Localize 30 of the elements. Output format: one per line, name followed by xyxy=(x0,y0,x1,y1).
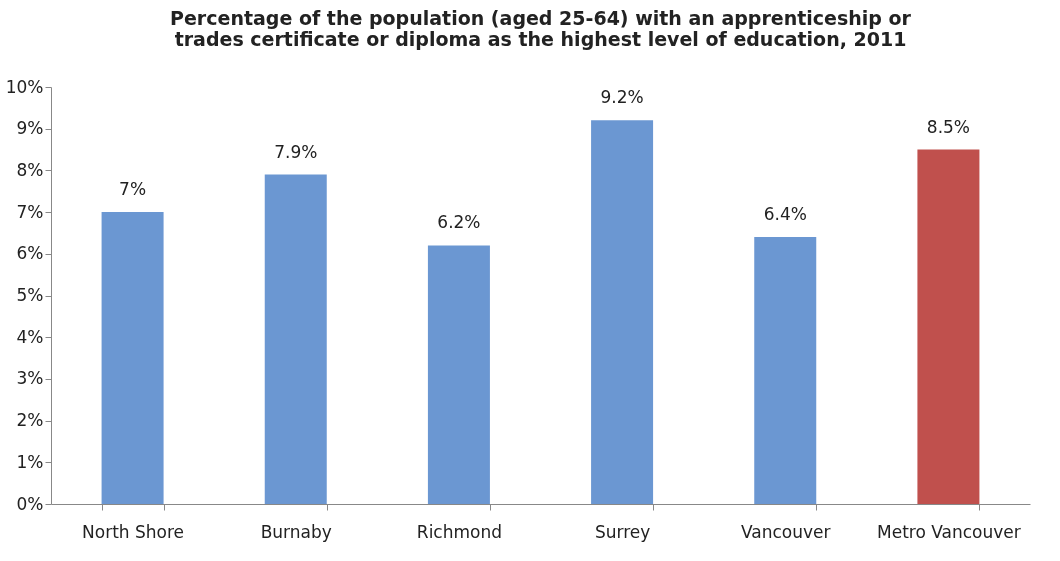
bar xyxy=(427,245,490,504)
data-label: 8.5% xyxy=(926,116,971,137)
data-label: 7.9% xyxy=(274,141,318,162)
x-tick-label: North Shore xyxy=(82,521,185,542)
bar xyxy=(917,149,980,504)
y-tick-label: 6% xyxy=(16,243,44,264)
bar xyxy=(591,120,654,504)
x-tick-label: Surrey xyxy=(594,521,651,542)
x-tick-label: Burnaby xyxy=(260,521,332,542)
bar xyxy=(264,174,327,504)
y-tick-label: 10% xyxy=(5,76,44,97)
y-tick-label: 0% xyxy=(16,493,44,514)
bar xyxy=(754,237,817,504)
y-tick-label: 9% xyxy=(16,118,44,139)
y-tick-label: 7% xyxy=(16,201,44,222)
data-label: 6.4% xyxy=(763,204,807,225)
x-tick-label: Metro Vancouver xyxy=(877,521,1021,542)
y-tick-label: 4% xyxy=(16,326,44,347)
y-tick-label: 3% xyxy=(16,368,44,389)
x-tick-label: Richmond xyxy=(416,521,503,542)
y-tick-label: 8% xyxy=(16,159,44,180)
x-tick-label: Vancouver xyxy=(740,521,831,542)
y-tick-label: 1% xyxy=(16,451,44,472)
data-label: 6.2% xyxy=(437,212,481,233)
chart-title: Percentage of the population (aged 25-64) with an apprenticeship or trades certificate or diploma as the highest level of education, 2011 xyxy=(170,7,912,50)
y-tick-label: 5% xyxy=(16,285,44,305)
data-label: 7% xyxy=(119,179,147,200)
data-label: 9.2% xyxy=(600,87,644,108)
bar xyxy=(101,212,164,504)
y-tick-label: 2% xyxy=(16,410,44,431)
